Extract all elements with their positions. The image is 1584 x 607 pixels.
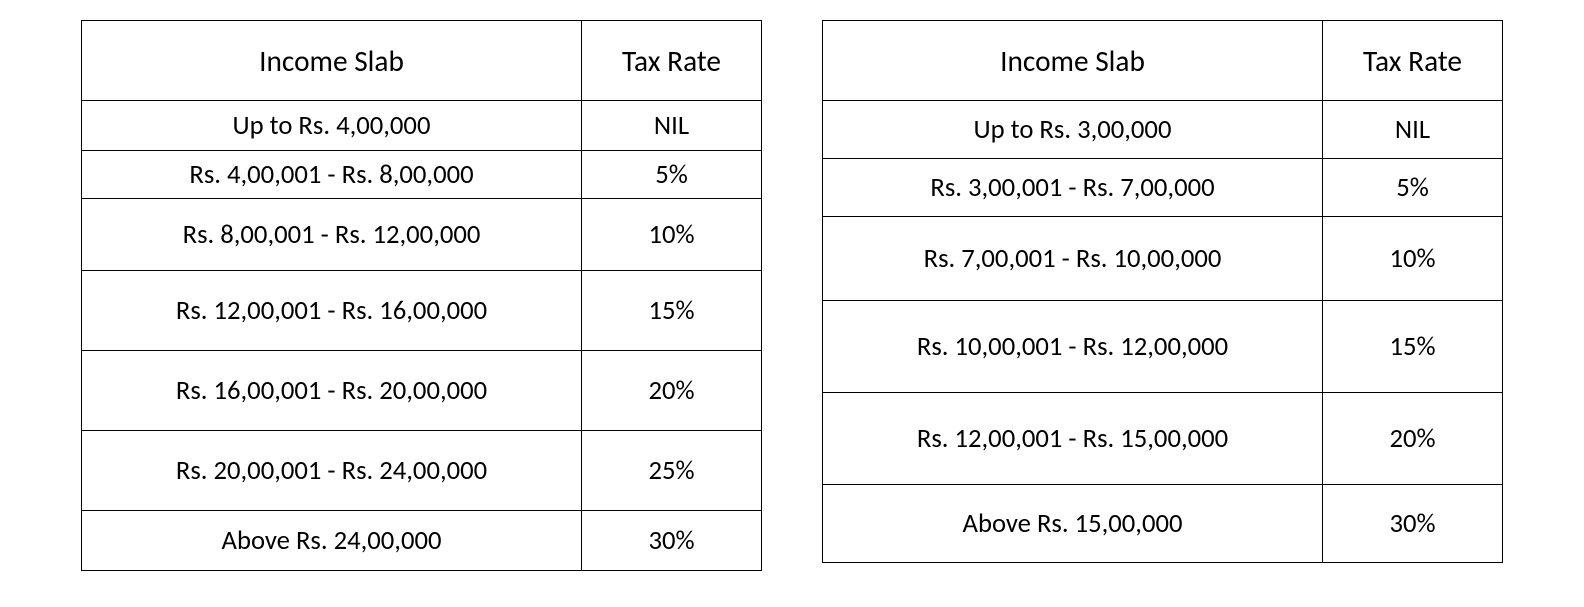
cell-income-slab: Rs. 4,00,001 - Rs. 8,00,000 [82,151,582,199]
cell-income-slab: Above Rs. 15,00,000 [823,485,1323,563]
table-row: Rs. 12,00,001 - Rs. 16,00,000 15% [82,271,762,351]
cell-income-slab: Rs. 16,00,001 - Rs. 20,00,000 [82,351,582,431]
cell-income-slab: Rs. 20,00,001 - Rs. 24,00,000 [82,431,582,511]
cell-tax-rate: 10% [582,199,762,271]
cell-tax-rate: NIL [1323,101,1503,159]
table-row: Rs. 16,00,001 - Rs. 20,00,000 20% [82,351,762,431]
table-row: Rs. 8,00,001 - Rs. 12,00,000 10% [82,199,762,271]
cell-tax-rate: 30% [582,511,762,571]
cell-tax-rate: 10% [1323,217,1503,301]
cell-tax-rate: 20% [1323,393,1503,485]
table-row: Rs. 7,00,001 - Rs. 10,00,000 10% [823,217,1503,301]
income-tax-table-a: Income Slab Tax Rate Up to Rs. 4,00,000 … [81,20,762,571]
header-income-slab: Income Slab [82,21,582,101]
cell-tax-rate: 20% [582,351,762,431]
table-row: Above Rs. 24,00,000 30% [82,511,762,571]
table-row: Rs. 12,00,001 - Rs. 15,00,000 20% [823,393,1503,485]
header-tax-rate: Tax Rate [1323,21,1503,101]
table-row: Rs. 10,00,001 - Rs. 12,00,000 15% [823,301,1503,393]
cell-income-slab: Up to Rs. 4,00,000 [82,101,582,151]
header-tax-rate: Tax Rate [582,21,762,101]
cell-tax-rate: 25% [582,431,762,511]
table-row: Rs. 3,00,001 - Rs. 7,00,000 5% [823,159,1503,217]
cell-income-slab: Rs. 7,00,001 - Rs. 10,00,000 [823,217,1323,301]
cell-tax-rate: 15% [582,271,762,351]
cell-income-slab: Rs. 12,00,001 - Rs. 15,00,000 [823,393,1323,485]
table-row: Rs. 4,00,001 - Rs. 8,00,000 5% [82,151,762,199]
cell-tax-rate: 15% [1323,301,1503,393]
cell-income-slab: Rs. 10,00,001 - Rs. 12,00,000 [823,301,1323,393]
table-row: Up to Rs. 3,00,000 NIL [823,101,1503,159]
table-header-row: Income Slab Tax Rate [82,21,762,101]
income-tax-table-b: Income Slab Tax Rate Up to Rs. 3,00,000 … [822,20,1503,563]
cell-tax-rate: NIL [582,101,762,151]
cell-income-slab: Up to Rs. 3,00,000 [823,101,1323,159]
table-header-row: Income Slab Tax Rate [823,21,1503,101]
cell-income-slab: Rs. 12,00,001 - Rs. 16,00,000 [82,271,582,351]
cell-income-slab: Above Rs. 24,00,000 [82,511,582,571]
table-row: Up to Rs. 4,00,000 NIL [82,101,762,151]
table-b-wrapper: Income Slab Tax Rate Up to Rs. 3,00,000 … [822,20,1503,563]
table-a-body: Up to Rs. 4,00,000 NIL Rs. 4,00,001 - Rs… [82,101,762,571]
cell-tax-rate: 5% [1323,159,1503,217]
cell-income-slab: Rs. 8,00,001 - Rs. 12,00,000 [82,199,582,271]
table-row: Above Rs. 15,00,000 30% [823,485,1503,563]
header-income-slab: Income Slab [823,21,1323,101]
cell-tax-rate: 30% [1323,485,1503,563]
table-a-wrapper: Income Slab Tax Rate Up to Rs. 4,00,000 … [81,20,762,571]
table-b-body: Up to Rs. 3,00,000 NIL Rs. 3,00,001 - Rs… [823,101,1503,563]
table-row: Rs. 20,00,001 - Rs. 24,00,000 25% [82,431,762,511]
cell-income-slab: Rs. 3,00,001 - Rs. 7,00,000 [823,159,1323,217]
cell-tax-rate: 5% [582,151,762,199]
